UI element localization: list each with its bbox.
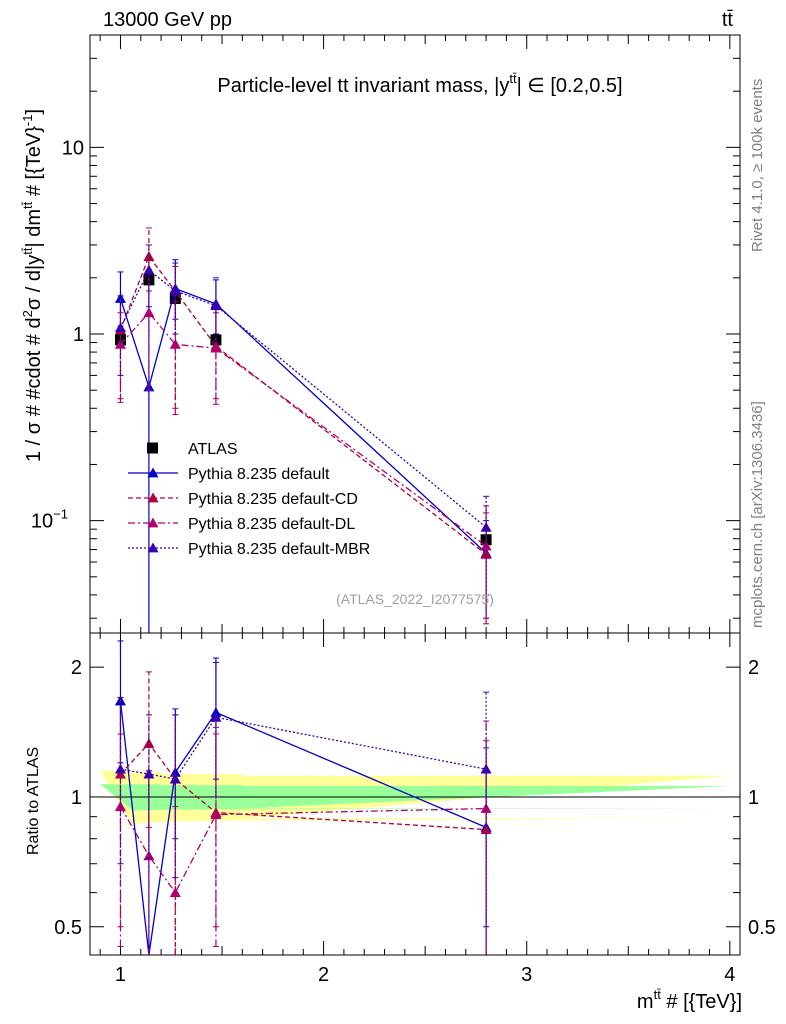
point-dl: [169, 887, 181, 898]
series-line-dl: [119, 806, 487, 894]
main-title: Particle-level tt invariant mass, |ytt̄|…: [217, 71, 622, 97]
legend-marker-data: [147, 442, 158, 454]
ratio-xtick-label: 1: [115, 964, 126, 986]
main-panel: 10 1 10−1 Particle-level tt invariant mass…: [20, 34, 741, 634]
header-process: tt̄: [722, 9, 734, 31]
point-dl: [143, 850, 155, 861]
ratio-ytick-label: 0.5: [54, 917, 82, 939]
point-dl: [143, 307, 155, 318]
ratio-marks: [114, 640, 492, 956]
series-line-dl: [119, 311, 487, 547]
mcplots-label: mcplots.cern.ch [arXiv:1306.3436]: [749, 401, 766, 628]
ratio-xlabel: mtt̄ # [{TeV}]: [637, 987, 742, 1013]
point-dl: [210, 342, 222, 353]
ratio-ytick-label-right: 2: [748, 657, 759, 679]
legend-label-dl: Pythia 8.235 default-DL: [188, 516, 355, 533]
ratio-ticks: 2 2 1 1 0.5 0.5 1 2 3 4: [54, 633, 776, 986]
ratio-xtick-label: 4: [724, 964, 735, 986]
main-ytick-label: 10−1: [31, 507, 68, 533]
watermark: (ATLAS_2022_I2077575): [336, 591, 494, 607]
point-mbr: [143, 264, 155, 275]
ratio-xtick-label: 2: [318, 964, 329, 986]
point-mbr: [114, 322, 126, 333]
legend-label-cd: Pythia 8.235 default-CD: [188, 491, 358, 508]
point-cd: [143, 738, 155, 748]
point-dl: [114, 338, 126, 349]
point-cd: [143, 251, 155, 261]
point-mbr: [169, 285, 181, 296]
point-mbr: [480, 521, 492, 532]
rivet-label: Rivet 4.1.0, ≥ 100k events: [749, 79, 766, 252]
legend-marker-cd: [147, 492, 159, 503]
point-mbr: [169, 773, 181, 784]
main-ytick-label: 10: [62, 137, 84, 159]
ratio-ytick-label-right: 0.5: [748, 917, 776, 939]
point-dl: [169, 338, 181, 349]
legend: ATLAS Pythia 8.235 default Pythia 8.235 de…: [128, 441, 370, 558]
legend-marker-dl: [147, 517, 159, 528]
ratio-ytick-label-right: 1: [748, 787, 759, 809]
point-mbr: [480, 763, 492, 774]
point-mbr: [210, 300, 222, 310]
ratio-xtick-label: 3: [521, 964, 532, 986]
legend-marker-default: [147, 467, 159, 478]
ratio-ytick-label: 1: [71, 787, 82, 809]
series-line-mbr: [120, 716, 487, 780]
main-ylabel: 1 / σ # #cdot # d2σ / d|ytt̄| dmtt̄ # [{…: [20, 109, 45, 462]
point-dl: [210, 809, 222, 820]
ratio-ytick-label: 2: [71, 657, 82, 679]
ratio-ylabel: Ratio to ATLAS: [25, 747, 42, 855]
header-collision: 13000 GeV pp: [103, 9, 232, 31]
legend-marker-mbr: [147, 542, 159, 553]
main-ytick-label: 1: [73, 324, 84, 346]
series-line-cd: [119, 742, 487, 831]
legend-label-data: ATLAS: [188, 441, 238, 458]
ratio-frame: [89, 632, 741, 956]
ratio-panel: 2 2 1 1 0.5 0.5 1 2 3 4 Ratio to ATLAS mtt̄ # [{T…: [25, 632, 776, 1013]
main-plot-area: [90, 35, 740, 633]
point-mbr: [114, 763, 126, 774]
main-ticks: 10 1 10−1: [31, 34, 740, 633]
point-mbr: [143, 768, 155, 779]
point-mbr: [210, 711, 222, 722]
legend-label-mbr: Pythia 8.235 default-MBR: [188, 541, 370, 558]
point-dl: [480, 803, 492, 813]
legend-label-default: Pythia 8.235 default: [188, 466, 330, 483]
